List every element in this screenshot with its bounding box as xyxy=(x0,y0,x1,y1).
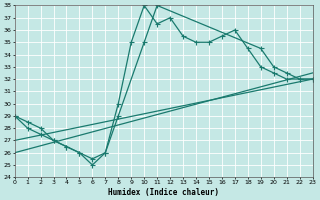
X-axis label: Humidex (Indice chaleur): Humidex (Indice chaleur) xyxy=(108,188,219,197)
